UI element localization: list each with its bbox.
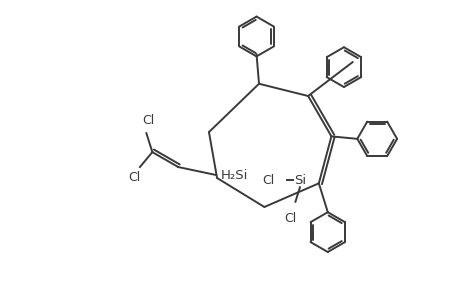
Text: Cl: Cl: [142, 114, 154, 127]
Text: H₂Si: H₂Si: [221, 169, 248, 182]
Text: Si: Si: [293, 174, 305, 187]
Text: Cl: Cl: [284, 212, 296, 225]
Text: Cl: Cl: [261, 174, 274, 187]
Text: Cl: Cl: [128, 171, 140, 184]
